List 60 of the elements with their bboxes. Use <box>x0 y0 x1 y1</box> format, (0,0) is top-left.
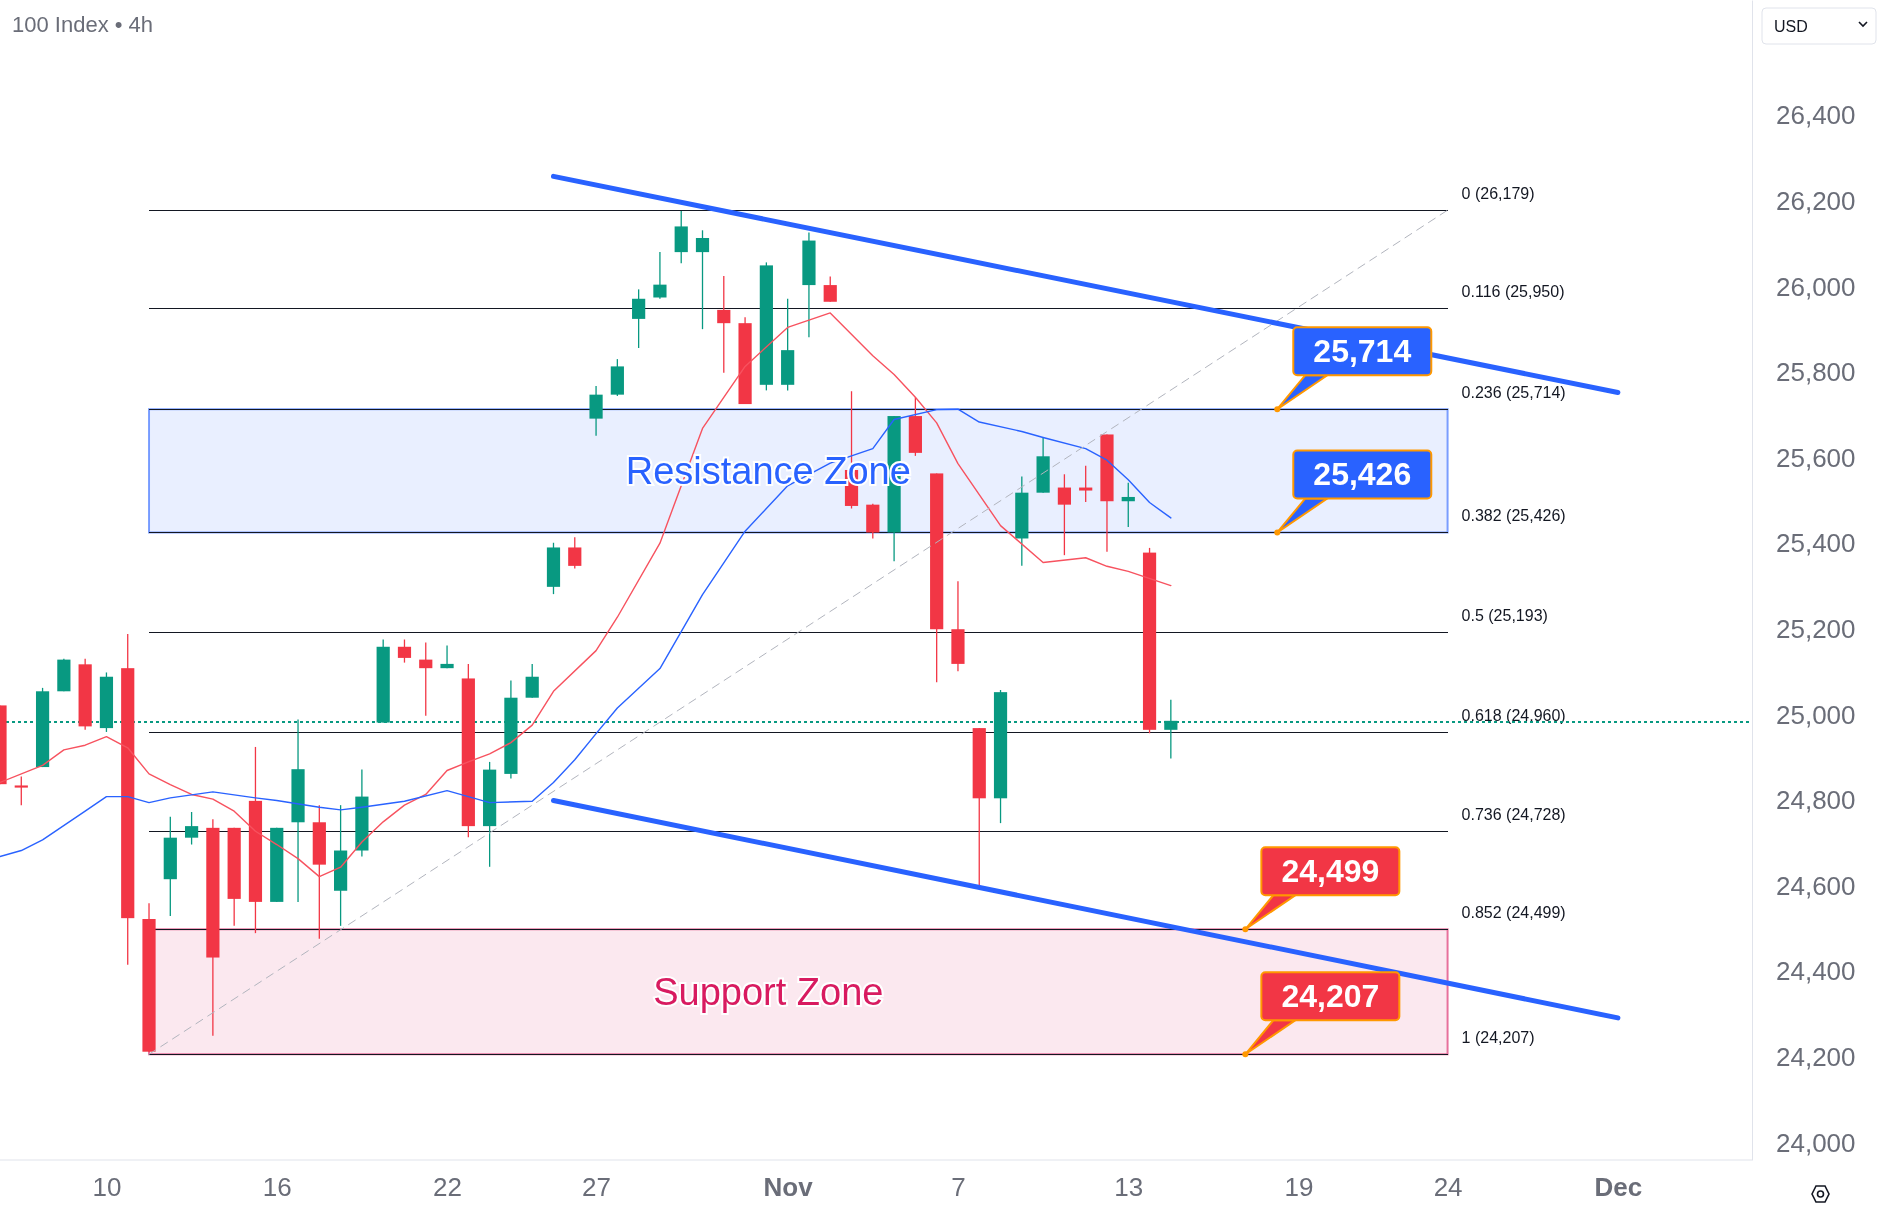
y-tick-label: 24,400 <box>1776 956 1856 987</box>
ref-line-label: 0.5 (25,193) <box>1461 606 1548 624</box>
candlestick <box>695 229 710 330</box>
annotation: 24,499 <box>1281 853 1380 890</box>
y-tick-label: 25,200 <box>1776 614 1856 645</box>
price-callout: 25,714 <box>1274 326 1433 413</box>
line-series <box>0 312 1172 878</box>
price-callout: 24,499 <box>1242 846 1401 933</box>
candlestick <box>14 775 28 806</box>
candlestick <box>1057 473 1071 556</box>
ref-line-label: 0.736 (24,728) <box>1461 805 1566 823</box>
y-tick-label: 25,400 <box>1776 528 1856 559</box>
x-tick-label: Nov <box>763 1172 814 1203</box>
y-tick-label: 24,600 <box>1776 870 1856 901</box>
ref-line-label: 0 (26,179) <box>1461 184 1535 202</box>
band-label: Support Zone <box>653 970 884 1013</box>
y-tick-label: 24,000 <box>1776 1127 1856 1158</box>
y-tick-label: 24,200 <box>1776 1042 1856 1073</box>
x-tick-label: 10 <box>92 1172 122 1203</box>
ref-line-label: 0.852 (24,499) <box>1461 903 1566 921</box>
candlestick <box>717 275 731 374</box>
candlestick <box>184 811 199 846</box>
ref-line-label: 0.618 (24,960) <box>1461 706 1566 724</box>
candlestick <box>1079 465 1093 503</box>
text: USD <box>1774 18 1808 35</box>
candlestick <box>397 638 412 664</box>
y-tick-label: 24,800 <box>1776 785 1856 816</box>
y-tick-label: 26,200 <box>1776 186 1856 216</box>
ref-line-label: 1 (24,207) <box>1461 1028 1535 1046</box>
y-tick-label: 25,800 <box>1776 357 1856 388</box>
line-series <box>0 408 1172 858</box>
price-callout: 25,426 <box>1274 449 1433 536</box>
ref-line-label: 0.116 (25,950) <box>1461 282 1565 300</box>
candlestick <box>632 288 646 349</box>
candlestick <box>823 275 837 303</box>
x-tick-label: 27 <box>582 1172 612 1203</box>
candlestick <box>525 663 539 699</box>
candlestick <box>568 536 582 570</box>
candlestick <box>653 251 667 300</box>
candlestick <box>589 385 603 437</box>
x-tick-label: 7 <box>951 1172 966 1203</box>
price-callout: 24,207 <box>1242 971 1401 1058</box>
y-tick-label: 25,600 <box>1776 442 1856 473</box>
candlestick <box>419 641 433 717</box>
x-tick-label: Dec <box>1594 1172 1643 1203</box>
y-tick-label: 25,000 <box>1776 699 1856 730</box>
y-tick-label: 26,000 <box>1776 271 1856 302</box>
x-tick-label: 24 <box>1433 1172 1463 1203</box>
annotation: 24,207 <box>1281 978 1380 1015</box>
annotation: 25,714 <box>1313 333 1412 370</box>
x-tick-label: 19 <box>1284 1172 1314 1203</box>
text: 100 Index • 4h <box>12 12 154 37</box>
x-tick-label: 13 <box>1114 1172 1144 1203</box>
y-tick-label: 26,400 <box>1776 100 1856 131</box>
ref-line-label: 0.382 (25,426) <box>1461 506 1566 524</box>
annotation: 25,426 <box>1313 456 1412 493</box>
ref-line-label: 0.236 (25,714) <box>1461 383 1566 401</box>
x-tick-label: 16 <box>262 1172 292 1203</box>
candlestick <box>1121 482 1135 528</box>
x-tick-label: 22 <box>433 1172 463 1203</box>
